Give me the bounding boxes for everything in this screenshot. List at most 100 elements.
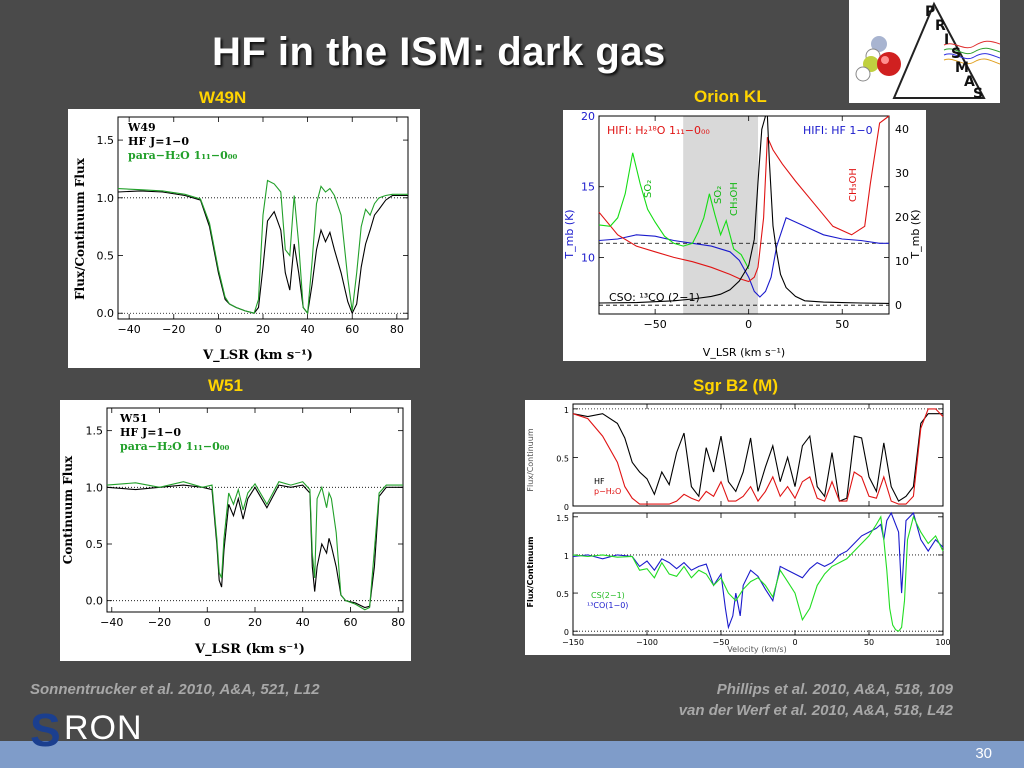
- sgrb2-bottom-y-tick-label: 1: [564, 552, 569, 561]
- orion-y-right-tick-label: 40: [895, 123, 909, 136]
- w49n-x-tick-label: −20: [162, 323, 185, 336]
- w51-x-tick-label: 80: [391, 616, 405, 629]
- orion-annot-so2-b: SO₂: [713, 186, 724, 204]
- sron-logo-text: RON: [64, 709, 143, 747]
- orion-annot-ch3oh-a: CH₃OH: [729, 182, 740, 216]
- sron-logo-s: S: [30, 704, 61, 756]
- orion-y-tick-label: 15: [581, 181, 595, 194]
- orion-series-hifi-h-o-1-0-: [598, 115, 890, 283]
- orion-ylabel-right: T_mb (K): [909, 209, 922, 259]
- prismas-logo: P R I S M A S: [849, 0, 1001, 103]
- w49n-x-tick-label: 80: [390, 323, 404, 336]
- orion-annot-so2-a: SO₂: [643, 180, 654, 198]
- w51-series-hf-j-1-0: [106, 484, 403, 609]
- orion-series-green-so-ch-oh-: [598, 152, 750, 269]
- panel-label-w49n: W49N: [199, 88, 247, 107]
- w49n-x-tick-label: −40: [118, 323, 141, 336]
- w51-legend-h2o: para−H₂O 1₁₁−0₀₀: [120, 440, 230, 453]
- logo-letter-a: A: [964, 74, 975, 90]
- w51-x-tick-label: 60: [343, 616, 357, 629]
- sgrb2-bottom-x-tick-label: −100: [636, 638, 658, 647]
- w49n-legend-hf: HF J=1−0: [128, 135, 189, 148]
- w51-y-tick-label: 1.0: [86, 481, 104, 494]
- sgrb2-bottom-x-tick-label: 0: [792, 638, 797, 647]
- sgrb2-top-y-tick-label: 1: [564, 406, 569, 415]
- orion-y-tick-label: 10: [581, 251, 595, 264]
- slide-title: HF in the ISM: dark gas: [212, 30, 666, 74]
- sgrb2-ylabel-top: Flux/Continuum: [526, 428, 535, 491]
- orion-legend-h2o: HIFI: H₂¹⁸O 1₁₁−0₀₀: [607, 124, 710, 137]
- w51-xlabel: V_LSR (km s⁻¹): [194, 642, 305, 657]
- chart-orion-svg: −50 0 50 10 15 20 0 10 20 30 40 HIFI: H₂¹⁸O 1₁₁−0₀…: [563, 110, 922, 359]
- sgrb2-bottom-x-tick-label: 50: [864, 638, 874, 647]
- w49n-series-hf-j-1-0: [117, 190, 408, 315]
- w49n-xlabel: V_LSR (km s⁻¹): [202, 348, 313, 363]
- sgrb2-bottom-x-tick-label: −50: [713, 638, 730, 647]
- sgrb2-top-plot-frame: [572, 403, 944, 507]
- citation-right-2: van der Werf et al. 2010, A&A, 518, L42: [678, 702, 953, 719]
- w51-ylabel: Continuum Flux: [61, 455, 75, 564]
- logo-letter-s2: S: [973, 86, 983, 102]
- w51-legend-source: W51: [119, 412, 148, 425]
- sgrb2-bottom-y-tick-label: 1.5: [556, 514, 569, 523]
- orion-annot-ch3oh-b: CH₃OH: [848, 168, 859, 202]
- orion-y-right-tick-label: 20: [895, 211, 909, 224]
- sgrb2-legend-co: ¹³CO(1−0): [587, 601, 628, 610]
- w49n-x-tick-label: 0: [215, 323, 222, 336]
- panel-label-orion: Orion KL: [694, 87, 767, 106]
- w49n-legend-h2o: para−H₂O 1₁₁−0₀₀: [128, 149, 238, 162]
- citation-left: Sonnentrucker et al. 2010, A&A, 521, L12: [30, 681, 320, 698]
- sgrb2-legend-hf: HF: [594, 477, 605, 486]
- logo-letter-m: M: [955, 60, 969, 76]
- orion-y-right-tick-label: 10: [895, 255, 909, 268]
- w49n-y-tick-label: 0.5: [97, 250, 115, 263]
- sgrb2-bottom-y-tick-label: 0.5: [556, 590, 569, 599]
- w51-x-tick-label: −40: [100, 616, 123, 629]
- orion-series-hifi-hf-1-0: [598, 217, 889, 298]
- w49n-x-tick-label: 20: [256, 323, 270, 336]
- sgrb2-top-series-hf: [572, 413, 943, 502]
- w49n-legend-source: W49: [127, 121, 156, 134]
- sgrb2-legend-h2o: p−H₂O: [594, 487, 621, 496]
- orion-y-right-tick-label: 0: [895, 299, 902, 312]
- sgrb2-bottom-plot-frame: [572, 512, 944, 636]
- page-number: 30: [975, 745, 992, 762]
- w51-series-para-h-o-1-0-: [106, 481, 403, 611]
- panel-label-sgrb2: Sgr B2 (M): [693, 376, 778, 395]
- w51-y-tick-label: 0.5: [86, 538, 104, 551]
- logo-letter-p: P: [925, 4, 935, 20]
- sgrb2-bottom-y-tick-label: 0: [564, 628, 569, 637]
- orion-y-tick-label: 20: [581, 110, 595, 123]
- sgrb2-bottom-series-cs-2-1-: [572, 515, 944, 632]
- molecule-atom-icon: [871, 36, 887, 52]
- w51-x-tick-label: 0: [204, 616, 211, 629]
- sgrb2-ylabel-bottom: Flux/Continuum: [526, 536, 535, 607]
- chart-w51-svg: −40 −20 0 20 40 60 80 0.0 0.5 1.0 1.5 W51 HF J=1−0…: [61, 407, 405, 657]
- w49n-y-tick-label: 0.0: [97, 307, 115, 320]
- w51-y-tick-label: 1.5: [86, 425, 104, 438]
- w51-x-tick-label: −20: [148, 616, 171, 629]
- citation-right-1: Phillips et al. 2010, A&A, 518, 109: [716, 681, 953, 698]
- w51-legend-hf: HF J=1−0: [120, 426, 181, 439]
- prismas-logo-graphic: P R I S M A S: [855, 1, 1001, 102]
- orion-ylabel-left: T_mb (K): [563, 209, 576, 259]
- w51-x-tick-label: 40: [296, 616, 310, 629]
- orion-shaded-region: [683, 116, 759, 314]
- orion-y-right-tick-label: 30: [895, 167, 909, 180]
- w49n-series-para-h-o-1-0-: [117, 179, 408, 315]
- w49n-y-tick-label: 1.5: [97, 134, 115, 147]
- orion-x-tick-label: 0: [745, 318, 752, 331]
- chart-w49n-svg: −40 −20 0 20 40 60 80 0.0 0.5 1.0 1.5 W49 HF J=1−0…: [73, 116, 409, 363]
- sgrb2-bottom-x-tick-label: −150: [562, 638, 584, 647]
- w49n-x-tick-label: 60: [345, 323, 359, 336]
- orion-xlabel: V_LSR (km s⁻¹): [703, 346, 785, 359]
- orion-plot-frame: [598, 115, 890, 315]
- chart-orion: −50 0 50 10 15 20 0 10 20 30 40 HIFI: H₂¹⁸O 1₁₁−0₀…: [563, 110, 926, 361]
- footer-bar: [0, 741, 1024, 768]
- panel-label-w51: W51: [208, 376, 243, 395]
- logo-letter-s1: S: [951, 46, 961, 62]
- chart-w51: −40 −20 0 20 40 60 80 0.0 0.5 1.0 1.5 W51 HF J=1−0…: [60, 400, 411, 661]
- sgrb2-bottom-series--co-1-0-: [572, 511, 944, 630]
- w51-x-tick-label: 20: [248, 616, 262, 629]
- sgrb2-top-y-tick-label: 0.5: [556, 454, 569, 463]
